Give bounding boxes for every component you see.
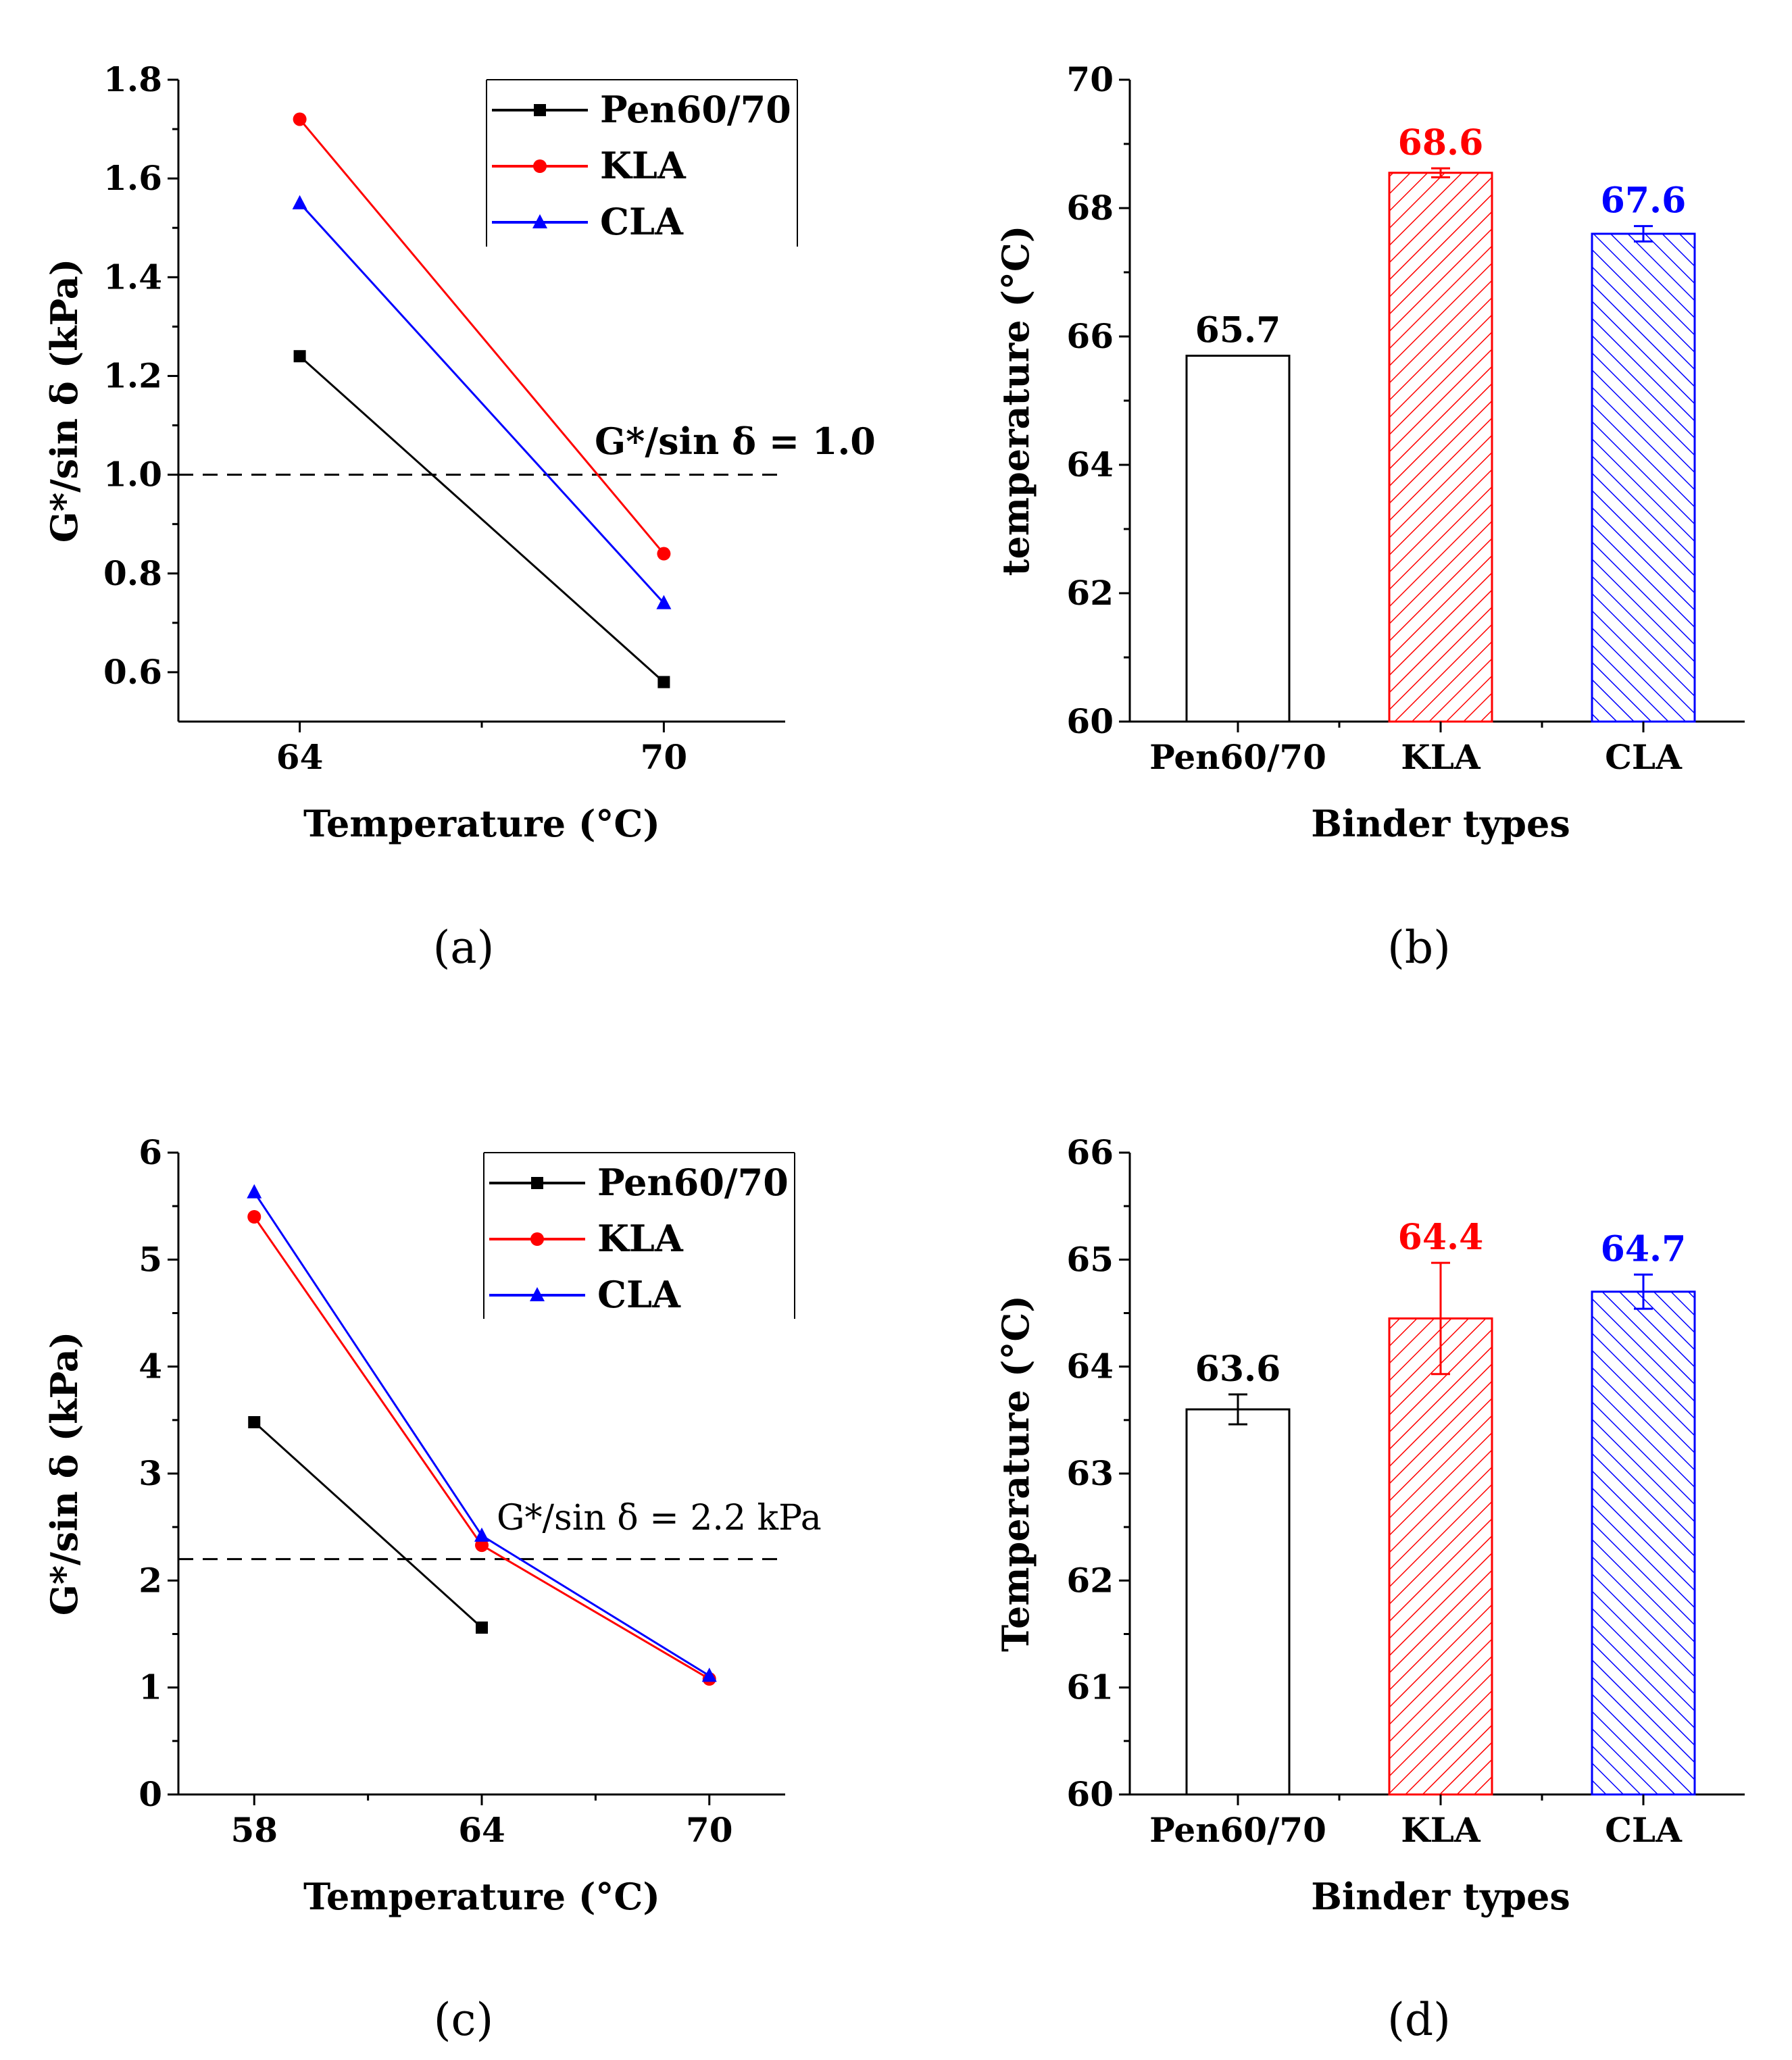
x-axis-title: Temperature (°C) bbox=[303, 1875, 660, 1918]
y-axis-title: G*/sin δ (kPa) bbox=[43, 1332, 86, 1616]
data-point bbox=[247, 1210, 262, 1224]
series-line-pen6070 bbox=[299, 355, 665, 683]
series-line-cla bbox=[253, 1191, 710, 1677]
panel-a-line-chart: 0.6 0.8 1.0 1.2 1.4 1.6 1.8 64 70 Temperature (°C… bbox=[43, 59, 876, 974]
x-tick-label: KLA bbox=[1401, 1810, 1481, 1850]
data-point bbox=[292, 195, 307, 209]
bar-pen6070 bbox=[1185, 1408, 1291, 1796]
y-tick-label: 60 bbox=[1066, 1774, 1114, 1814]
y-tick-label: 1.4 bbox=[103, 257, 162, 297]
legend-marker bbox=[531, 1177, 543, 1189]
panel-label: (d) bbox=[1387, 1994, 1451, 2046]
x-tick-label: Pen60/70 bbox=[1149, 1810, 1326, 1850]
reference-label: G*/sin δ = 2.2 kPa bbox=[497, 1498, 822, 1538]
y-tick-label: 66 bbox=[1066, 1132, 1114, 1172]
x-axis-title: Temperature (°C) bbox=[303, 802, 660, 845]
data-point bbox=[657, 676, 670, 688]
data-point bbox=[293, 350, 306, 363]
data-point bbox=[701, 1667, 717, 1682]
y-tick-label: 5 bbox=[139, 1239, 162, 1279]
legend-label: CLA bbox=[600, 200, 684, 243]
legend-marker bbox=[530, 1287, 545, 1301]
legend-label: CLA bbox=[597, 1273, 681, 1316]
x-tick-label: 64 bbox=[276, 737, 324, 777]
series-line-cla bbox=[299, 202, 665, 604]
y-tick-label: 0.6 bbox=[103, 652, 162, 692]
x-tick-label: 70 bbox=[686, 1810, 733, 1850]
data-point bbox=[475, 1538, 489, 1553]
legend-label: KLA bbox=[600, 144, 687, 187]
data-point bbox=[656, 595, 672, 609]
y-tick-label: 1.6 bbox=[103, 158, 162, 198]
reference-label: G*/sin δ = 1.0 bbox=[595, 420, 876, 463]
bar-kla bbox=[1388, 172, 1493, 723]
bar-pen6070 bbox=[1185, 355, 1291, 723]
bar-value-label: 68.6 bbox=[1398, 122, 1484, 164]
y-tick-label: 66 bbox=[1066, 316, 1114, 356]
y-axis-title: G*/sin δ (kPa) bbox=[43, 259, 86, 543]
y-tick-label: 1.0 bbox=[103, 455, 162, 495]
x-axis-title: Binder types bbox=[1311, 802, 1570, 845]
x-tick-label: CLA bbox=[1605, 737, 1683, 777]
y-axis-title: temperature (°C) bbox=[994, 226, 1037, 576]
y-tick-label: 63 bbox=[1066, 1453, 1114, 1493]
x-tick-label: CLA bbox=[1605, 1810, 1683, 1850]
bar-cla bbox=[1591, 232, 1696, 723]
x-tick-label: 58 bbox=[230, 1810, 278, 1850]
legend-label: Pen60/70 bbox=[597, 1161, 789, 1204]
y-tick-label: 62 bbox=[1066, 1560, 1114, 1600]
y-axis-title: Temperature (°C) bbox=[994, 1295, 1037, 1652]
y-tick-label: 65 bbox=[1066, 1239, 1114, 1279]
y-tick-label: 3 bbox=[139, 1453, 162, 1493]
panel-c-line-chart: 0 1 2 3 4 5 6 58 64 70 Temperature (°C) G*/sin δ (k… bbox=[43, 1132, 822, 2046]
legend-marker bbox=[532, 214, 547, 228]
panel-label: (c) bbox=[434, 1994, 493, 2046]
legend-marker bbox=[530, 1232, 544, 1246]
y-tick-label: 0.8 bbox=[103, 553, 162, 593]
y-tick-label: 60 bbox=[1066, 701, 1114, 741]
bar-value-label: 64.7 bbox=[1601, 1229, 1687, 1270]
y-tick-label: 64 bbox=[1066, 445, 1114, 484]
data-point bbox=[293, 112, 307, 126]
panel-b-bar-chart: 60 62 64 66 68 70 65.7 Pen60/70 68.6 KLA 67.6 CLA Bi… bbox=[994, 59, 1745, 974]
y-tick-label: 70 bbox=[1066, 59, 1114, 99]
data-point bbox=[657, 547, 671, 561]
bar-value-label: 67.6 bbox=[1601, 180, 1687, 222]
y-tick-label: 2 bbox=[139, 1560, 162, 1600]
legend-marker bbox=[534, 104, 546, 116]
series-line-pen6070 bbox=[253, 1421, 483, 1629]
y-tick-label: 1 bbox=[139, 1667, 162, 1707]
y-tick-label: 4 bbox=[139, 1347, 162, 1386]
data-point bbox=[474, 1527, 489, 1542]
y-tick-label: 62 bbox=[1066, 573, 1114, 613]
panel-label: (b) bbox=[1387, 922, 1451, 974]
y-tick-label: 0 bbox=[139, 1774, 162, 1814]
data-point bbox=[248, 1416, 261, 1428]
x-tick-label: KLA bbox=[1401, 737, 1481, 777]
bar-cla bbox=[1591, 1290, 1696, 1796]
panel-d-bar-chart: 60 61 62 63 64 65 66 63.6 Pen60/70 64.4 KLA 64.7 CLA… bbox=[994, 1132, 1745, 2046]
data-point bbox=[476, 1622, 488, 1634]
legend-label: Pen60/70 bbox=[600, 88, 791, 131]
y-tick-label: 1.8 bbox=[103, 59, 162, 99]
series-line-kla bbox=[299, 118, 665, 555]
bar-value-label: 64.4 bbox=[1398, 1217, 1484, 1258]
y-tick-label: 61 bbox=[1066, 1667, 1114, 1707]
y-tick-label: 6 bbox=[139, 1132, 162, 1172]
y-tick-label: 68 bbox=[1066, 188, 1114, 228]
x-tick-label: Pen60/70 bbox=[1149, 737, 1326, 777]
y-tick-label: 64 bbox=[1066, 1347, 1114, 1386]
bar-value-label: 65.7 bbox=[1195, 310, 1281, 351]
legend-marker bbox=[533, 159, 547, 173]
x-tick-label: 64 bbox=[458, 1810, 505, 1850]
x-tick-label: 70 bbox=[641, 737, 688, 777]
panel-label: (a) bbox=[433, 922, 495, 974]
bar-kla bbox=[1388, 1317, 1493, 1796]
legend-label: KLA bbox=[597, 1217, 684, 1260]
data-point bbox=[247, 1184, 262, 1199]
bar-value-label: 63.6 bbox=[1195, 1349, 1281, 1390]
y-tick-label: 1.2 bbox=[103, 355, 162, 395]
x-axis-title: Binder types bbox=[1311, 1875, 1570, 1918]
